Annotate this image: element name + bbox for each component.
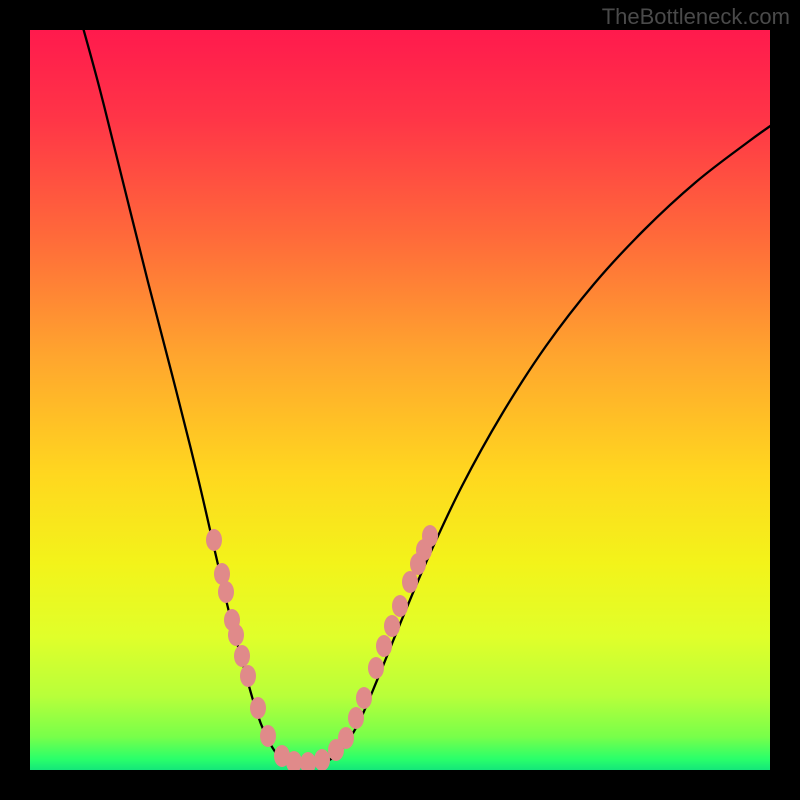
marker-dot	[348, 707, 364, 729]
marker-dot	[392, 595, 408, 617]
marker-dot	[218, 581, 234, 603]
marker-dot	[356, 687, 372, 709]
marker-dot	[250, 697, 266, 719]
watermark-text: TheBottleneck.com	[602, 4, 790, 30]
marker-dot	[338, 727, 354, 749]
plot-area	[30, 30, 770, 770]
marker-dot	[234, 645, 250, 667]
marker-dot	[368, 657, 384, 679]
marker-dot	[260, 725, 276, 747]
chart-frame: TheBottleneck.com	[0, 0, 800, 800]
marker-dot	[240, 665, 256, 687]
marker-dot	[228, 624, 244, 646]
marker-dot	[384, 615, 400, 637]
marker-dot	[206, 529, 222, 551]
marker-dot	[376, 635, 392, 657]
marker-dot	[314, 749, 330, 770]
marker-dot	[422, 525, 438, 547]
gradient-background	[30, 30, 770, 770]
bottleneck-curve-chart	[30, 30, 770, 770]
